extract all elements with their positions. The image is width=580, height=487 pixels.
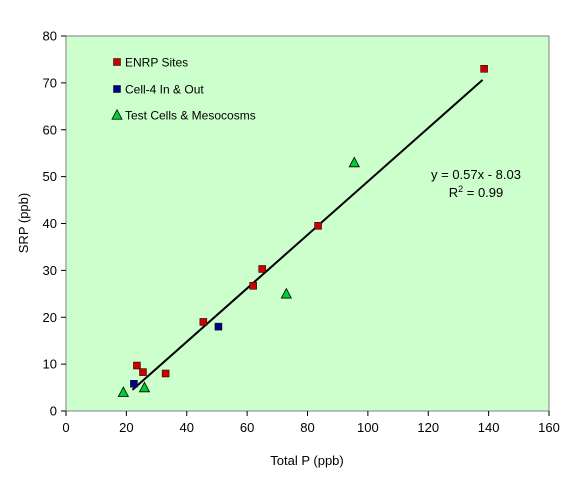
legend-marker-series-1 (113, 58, 121, 66)
plot-area (65, 35, 550, 412)
data-point-series-1 (139, 368, 147, 376)
data-points (117, 65, 488, 397)
x-tick-label: 40 (180, 420, 194, 435)
x-tick-label: 160 (538, 420, 560, 435)
data-point-series-1 (133, 361, 141, 370)
x-tick-label: 100 (357, 420, 379, 435)
y-tick-label: 80 (43, 29, 57, 44)
y-tick-label: 50 (43, 169, 57, 184)
x-tick-label: 0 (62, 420, 69, 435)
trendline-group (131, 79, 484, 391)
y-tick-label: 70 (43, 75, 57, 90)
r2-superscript: 2 (458, 184, 463, 194)
x-tick-label: 140 (478, 420, 500, 435)
y-tick-label: 60 (43, 122, 57, 137)
y-tick-label: 20 (43, 310, 57, 325)
x-tick-label: 20 (119, 420, 133, 435)
y-tick-label: 10 (43, 357, 57, 372)
x-axis-title: Total P (ppb) (270, 453, 343, 468)
trendline (131, 79, 484, 391)
data-point-series-2 (214, 322, 223, 331)
data-point-series-3 (138, 381, 151, 393)
legend-marker-series-3 (111, 108, 123, 120)
x-axis-ticks: 0 20 40 60 80 100 120 140 160 (62, 411, 560, 435)
data-point-series-1 (161, 369, 170, 378)
data-point-series-1 (199, 318, 208, 326)
data-point-series-1 (249, 282, 257, 290)
trendline-equation: y = 0.57x - 8.03 R2 = 0.99 (431, 167, 521, 200)
data-point-series-3 (117, 386, 130, 397)
data-point-series-1 (480, 65, 488, 73)
legend-label-series-1: ENRP Sites (125, 56, 188, 70)
y-tick-label: 40 (43, 216, 57, 231)
r2-prefix: R (449, 185, 458, 200)
legend-label-series-3: Test Cells & Mesocosms (125, 109, 256, 123)
y-axis-ticks: 0 10 20 30 40 50 60 70 80 (43, 29, 66, 419)
trendline-equation-text: y = 0.57x - 8.03 (431, 167, 521, 182)
data-point-series-3 (348, 156, 360, 168)
y-axis-title: SRP (ppb) (16, 193, 31, 253)
y-tick-label: 30 (43, 263, 57, 278)
trendline-r2-text: R2 = 0.99 (449, 184, 504, 200)
legend-marker-series-2 (113, 85, 121, 93)
legend-label-series-2: Cell-4 In & Out (125, 83, 204, 97)
legend: ENRP Sites Cell-4 In & Out Test Cells & Me… (111, 56, 256, 123)
data-point-series-2 (130, 380, 138, 388)
x-tick-label: 80 (300, 420, 314, 435)
r2-suffix: = 0.99 (463, 185, 503, 200)
data-point-series-1 (314, 222, 322, 230)
x-tick-label: 60 (240, 420, 254, 435)
y-tick-label: 0 (50, 404, 57, 419)
data-point-series-1 (258, 265, 266, 273)
data-point-series-3 (280, 287, 293, 299)
x-tick-label: 120 (417, 420, 439, 435)
